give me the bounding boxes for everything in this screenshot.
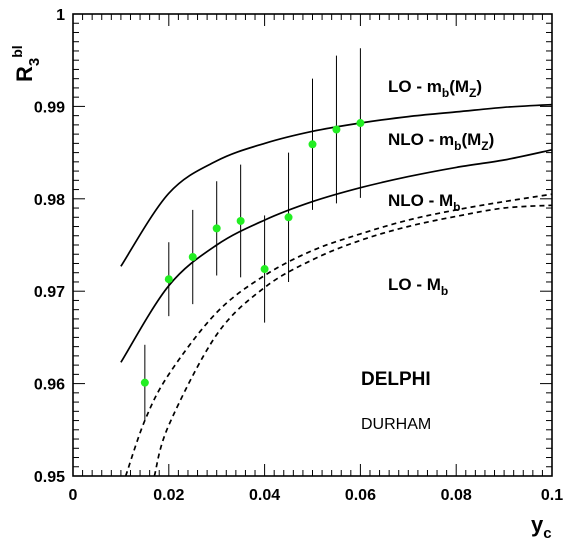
- x-tick-label: 0.08: [441, 487, 472, 504]
- data-point: [140, 378, 149, 387]
- tick-labels: 0 0.02 0.04 0.06 0.08 0.1 0.95 0.96 0.97 0.98 0.99…: [34, 7, 563, 504]
- x-tick-label: 0.04: [249, 487, 280, 504]
- y-tick-label: 0.96: [34, 377, 65, 394]
- data-point: [260, 265, 269, 274]
- data-point: [212, 224, 221, 233]
- annotation-lo-Mb: LO - Mb: [388, 275, 448, 298]
- y-tick-label: 0.98: [34, 192, 65, 209]
- data-point: [356, 119, 365, 128]
- x-axis-label: yc: [531, 512, 552, 542]
- data-point: [188, 253, 197, 262]
- curve-line: [120, 103, 553, 267]
- y-axis-label: R3bl: [9, 45, 43, 82]
- x-tick-label: 0.02: [153, 487, 184, 504]
- theory-curves: [120, 103, 553, 477]
- x-tick-label: 0.1: [541, 487, 563, 504]
- data-point: [308, 140, 317, 149]
- annotation-nlo-mbmz: NLO - mb(MZ): [388, 130, 494, 153]
- y-tick-label: 1: [56, 7, 65, 24]
- data-point: [164, 275, 173, 284]
- x-tick-label: 0.06: [345, 487, 376, 504]
- data-point: [332, 125, 341, 134]
- curve-line: [120, 148, 553, 363]
- algorithm-label: DURHAM: [361, 416, 431, 433]
- y-tick-label: 0.95: [34, 469, 65, 486]
- data-point: [284, 213, 293, 222]
- y-tick-label: 0.97: [34, 284, 65, 301]
- data-point: [236, 216, 245, 225]
- annotation-nlo-Mb: NLO - Mb: [388, 191, 461, 214]
- experiment-label: DELPHI: [361, 369, 431, 390]
- curve-line: [153, 204, 553, 477]
- y-tick-label: 0.99: [34, 99, 65, 116]
- curve-line: [124, 193, 553, 477]
- x-tick-label: 0: [69, 487, 78, 504]
- plot-frame: [72, 13, 553, 477]
- annotation-lo-mbmz: LO - mb(MZ): [388, 77, 482, 100]
- data-points: [140, 48, 365, 421]
- axis-ticks: [72, 13, 553, 477]
